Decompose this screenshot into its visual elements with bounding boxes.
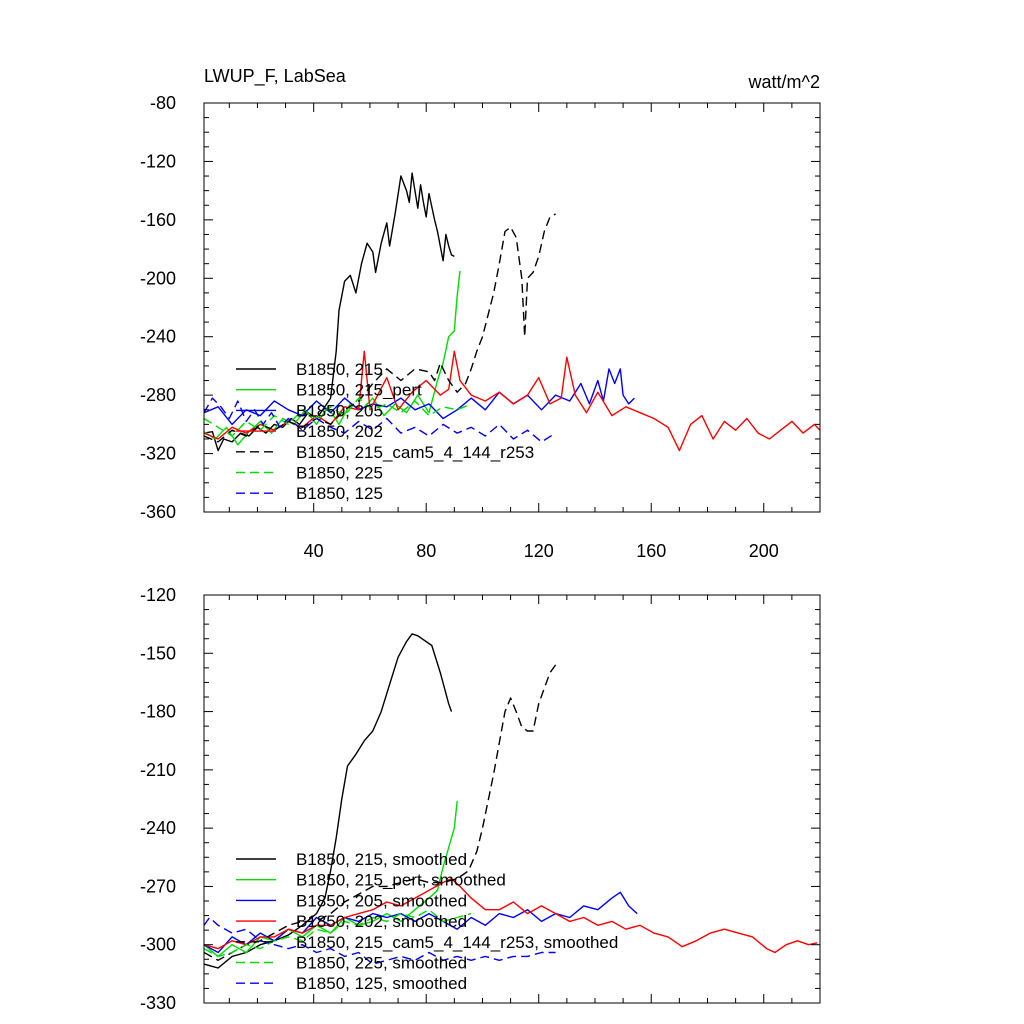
legend-label: B1850, 202 xyxy=(296,422,383,441)
x-tick-label: 120 xyxy=(524,541,554,561)
legend-label: B1850, 215_cam5_4_144_r253, smoothed xyxy=(296,933,618,952)
bottom-panel: -120 -150 -180 -210 -240 -270 -300 -330 B1850, 2… xyxy=(140,585,821,1013)
legend: B1850, 215, smoothed B1850, 215_pert, smo… xyxy=(236,850,618,993)
legend-label: B1850, 225 xyxy=(296,464,383,483)
series-line-b1850-215 xyxy=(204,172,455,452)
series-line-b1850-202 xyxy=(204,350,820,452)
top-panel: LWUP_F, LabSea watt/m^2 -80-120-160-200-… xyxy=(140,66,821,561)
y-tick-label: -160 xyxy=(140,210,176,230)
y-tick-label: -300 xyxy=(140,935,176,955)
y-tick-label: -240 xyxy=(140,327,176,347)
series-line-b1850-215-cam5-4-144-r253 xyxy=(204,213,556,443)
y-tick-label: -120 xyxy=(140,151,176,171)
series-line-b1850-225-smoothed xyxy=(204,909,472,958)
top-plot-area: -80 -120 -160 -200 -240 -280 -320 -360 40 80 120 16… xyxy=(140,93,821,561)
legend-label: B1850, 215 xyxy=(296,360,383,379)
legend-label: B1850, 125, smoothed xyxy=(296,974,467,993)
x-tick-label: 40 xyxy=(304,541,324,561)
chart-title: LWUP_F, LabSea xyxy=(204,66,347,87)
legend-label: B1850, 202, smoothed xyxy=(296,912,467,931)
y-tick-label: -280 xyxy=(140,385,176,405)
y-tick-label: -200 xyxy=(140,268,176,288)
x-tick-label: 80 xyxy=(416,541,436,561)
y-tick-label: -320 xyxy=(140,444,176,464)
legend-label: B1850, 205 xyxy=(296,401,383,420)
y-tick-label: -270 xyxy=(140,876,176,896)
series-line-b1850-225 xyxy=(204,397,472,437)
legend-label: B1850, 225, smoothed xyxy=(296,954,467,973)
legend-label: B1850, 215_pert, smoothed xyxy=(296,871,506,890)
y-tick-label: -330 xyxy=(140,993,176,1013)
y-tick-label: -240 xyxy=(140,818,176,838)
series-line-b1850-205-smoothed xyxy=(204,891,638,954)
y-tick-label: -210 xyxy=(140,760,176,780)
series-group xyxy=(204,633,818,969)
x-tick-label: 200 xyxy=(749,541,779,561)
legend-label: B1850, 125 xyxy=(296,484,383,503)
series-group xyxy=(204,172,820,452)
x-tick-label: 160 xyxy=(636,541,666,561)
series-line-b1850-215-pert-smoothed xyxy=(204,800,458,958)
legend-label: B1850, 205, smoothed xyxy=(296,891,467,910)
y-tick-label: -150 xyxy=(140,643,176,663)
series-line-b1850-125-smoothed xyxy=(204,916,556,965)
series-line-b1850-215-cam5-4-144-r253-smoothed xyxy=(204,664,557,961)
y-tick-label: -180 xyxy=(140,702,176,722)
y-tick-label: -120 xyxy=(140,585,176,605)
series-line-b1850-202-smoothed xyxy=(204,878,818,954)
legend-label: B1850, 215_cam5_4_144_r253 xyxy=(296,443,534,462)
chart-units: watt/m^2 xyxy=(748,72,820,92)
y-tick-label: -80 xyxy=(150,93,176,113)
y-tick-label: -360 xyxy=(140,502,176,522)
bottom-plot-area: -120 -150 -180 -210 -240 -270 -300 -330 B1850, 2… xyxy=(140,585,821,1013)
legend-label: B1850, 215_pert xyxy=(296,381,422,400)
legend-label: B1850, 215, smoothed xyxy=(296,850,467,869)
